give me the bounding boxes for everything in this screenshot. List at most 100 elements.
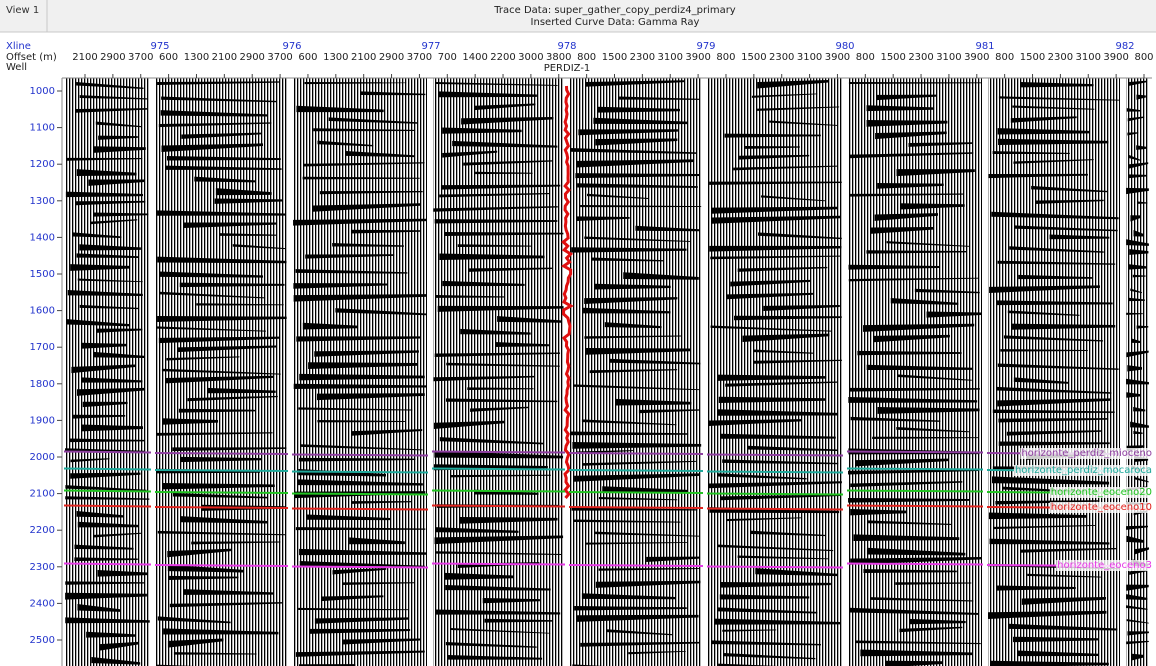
seismic-event xyxy=(850,509,908,516)
horizon-line xyxy=(568,452,704,455)
seismic-event xyxy=(738,154,810,160)
seismic-event xyxy=(734,315,842,321)
offset-label: 2200 xyxy=(490,52,515,63)
seismic-event xyxy=(721,433,836,439)
seismic-event xyxy=(161,96,277,103)
seismic-event xyxy=(305,254,395,259)
seismic-event xyxy=(1027,573,1101,578)
horizon-label: horizonte_perdiz_mocaroca xyxy=(1015,465,1152,476)
seismic-event xyxy=(219,233,277,236)
horizon-line xyxy=(568,564,704,567)
seismic-event xyxy=(1126,584,1149,591)
seismic-event xyxy=(598,496,678,501)
seismic-event xyxy=(1007,310,1080,316)
seismic-event xyxy=(570,431,689,436)
seismic-event xyxy=(1012,105,1095,110)
seismic-event xyxy=(442,127,522,134)
seismic-event xyxy=(66,319,131,327)
seismic-event xyxy=(166,155,281,161)
seismic-event xyxy=(93,212,149,217)
horizon-line xyxy=(431,489,566,493)
xline-label: 976 xyxy=(282,41,301,52)
seismic-event xyxy=(168,575,239,580)
seismic-event xyxy=(877,407,980,414)
horizon-line xyxy=(431,562,566,566)
seismic-event xyxy=(996,585,1076,591)
seismic-event xyxy=(295,527,426,531)
seismic-event xyxy=(435,527,519,533)
seismic-event xyxy=(710,325,832,332)
horizon-line xyxy=(568,491,704,494)
seismic-event xyxy=(576,159,695,168)
offset-label: 1300 xyxy=(323,52,348,63)
seismic-event xyxy=(1136,325,1149,329)
seismic-event xyxy=(207,387,276,394)
seismic-event xyxy=(750,530,826,537)
horizon-line xyxy=(568,506,704,509)
seismic-event xyxy=(583,307,671,314)
seismic-event xyxy=(868,520,951,525)
seismic-event xyxy=(758,232,842,240)
seismic-event xyxy=(332,568,387,575)
offset-label: 3700 xyxy=(128,52,153,63)
seismic-event xyxy=(609,358,701,365)
seismic-event xyxy=(91,657,141,665)
horizon-label-bg xyxy=(1049,502,1153,513)
seismic-event xyxy=(308,628,411,634)
seismic-event xyxy=(855,458,949,467)
seismic-event xyxy=(988,610,1107,619)
offset-label: 2100 xyxy=(212,52,237,63)
seismic-event xyxy=(445,642,537,648)
seismic-event xyxy=(1127,132,1139,136)
seismic-event xyxy=(214,198,283,204)
offset-label: 2900 xyxy=(239,52,264,63)
offset-label: 800 xyxy=(995,52,1014,63)
seismic-event xyxy=(990,660,1109,666)
seismic-event xyxy=(467,387,534,390)
time-label: 2000 xyxy=(30,452,55,463)
horizon-line xyxy=(568,469,704,472)
horizon-label: horizonte_eoceno3 xyxy=(1057,560,1152,571)
seismic-event xyxy=(360,91,426,96)
seismic-event xyxy=(989,285,1100,294)
view-title[interactable]: View 1 xyxy=(6,5,39,16)
seismic-event xyxy=(753,349,814,354)
offset-label: 1500 xyxy=(602,52,627,63)
seismic-event xyxy=(179,282,285,288)
seismic-event xyxy=(726,292,813,300)
seismic-event xyxy=(446,362,560,367)
seismic-event xyxy=(434,535,564,545)
seismic-event xyxy=(440,184,561,190)
seismic-event xyxy=(1127,365,1143,372)
xline-label: 978 xyxy=(557,41,576,52)
seismic-event xyxy=(598,568,700,571)
seismic-event xyxy=(885,660,943,666)
seismic-event xyxy=(582,460,696,466)
seismic-event xyxy=(482,598,540,604)
offset-label: 800 xyxy=(716,52,735,63)
seismic-event xyxy=(708,419,802,427)
seismic-event xyxy=(997,260,1116,265)
seismic-event xyxy=(307,514,391,521)
seismic-event xyxy=(586,347,691,355)
seismic-event xyxy=(70,458,110,463)
seismic-event xyxy=(71,364,136,374)
seismic-event xyxy=(604,322,662,329)
seismic-event xyxy=(1134,476,1149,483)
seismic-event xyxy=(1129,569,1148,575)
horizon-line xyxy=(706,507,844,511)
seismic-event xyxy=(293,383,427,389)
seismic-event xyxy=(86,631,136,638)
seismic-event xyxy=(497,316,562,323)
seismic-event xyxy=(470,406,529,412)
offset-label: 800 xyxy=(1134,52,1153,63)
time-label: 1500 xyxy=(30,269,55,280)
offset-label: 2900 xyxy=(100,52,125,63)
seismic-event xyxy=(593,117,688,125)
seismic-event xyxy=(1126,239,1149,246)
seismic-event xyxy=(571,247,687,253)
xline-label: 982 xyxy=(1115,41,1134,52)
seismic-event xyxy=(576,216,630,221)
seismic-event xyxy=(302,322,358,330)
